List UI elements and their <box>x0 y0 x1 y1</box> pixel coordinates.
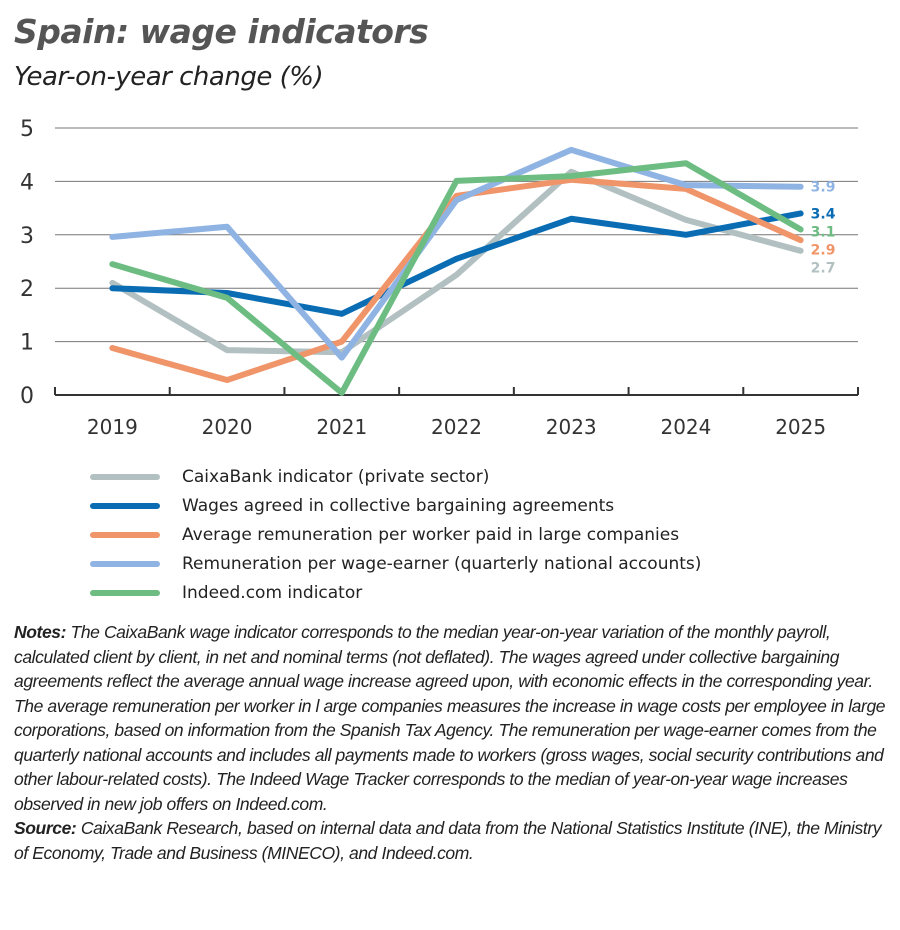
y-tick-label: 5 <box>20 117 34 142</box>
notes-label: Notes: <box>14 622 67 642</box>
end-data-label: 2.9 <box>811 242 836 258</box>
legend-label: Average remuneration per worker paid in … <box>182 524 680 545</box>
y-tick-label: 1 <box>20 331 34 356</box>
end-data-label: 3.4 <box>811 206 836 222</box>
legend-item: Average remuneration per worker paid in … <box>90 520 701 549</box>
y-tick-label: 2 <box>20 277 34 302</box>
series-line-3 <box>109 176 804 384</box>
chart-title: Spain: wage indicators <box>14 12 429 51</box>
legend-item: Wages agreed in collective bargaining ag… <box>90 491 701 520</box>
legend-item: CaixaBank indicator (private sector) <box>90 462 701 491</box>
x-tick-label: 2022 <box>431 415 482 439</box>
legend-label: Wages agreed in collective bargaining ag… <box>182 495 615 516</box>
legend-item: Remuneration per wage-earner (quarterly … <box>90 549 701 578</box>
legend-swatch <box>90 560 160 567</box>
end-data-label: 3.9 <box>811 180 836 196</box>
legend-label: CaixaBank indicator (private sector) <box>182 466 490 487</box>
end-data-label: 2.7 <box>811 260 836 276</box>
x-tick-label: 2019 <box>87 415 138 439</box>
legend-swatch <box>90 473 160 480</box>
notes: Notes: The CaixaBank wage indicator corr… <box>14 620 894 865</box>
legend-swatch <box>90 589 160 596</box>
end-data-label: 3.1 <box>811 224 836 240</box>
line-chart: 0 1 2 3 4 5 2019 2020 2021 2022 2023 2024 2025 2.7 3.4… <box>20 117 859 439</box>
x-tick-label: 2023 <box>546 415 597 439</box>
legend-swatch <box>90 502 160 509</box>
chart-subtitle: Year-on-year change (%) <box>14 62 324 92</box>
x-tick-label: 2024 <box>660 415 711 439</box>
x-tick-label: 2020 <box>202 415 253 439</box>
source-label: Source: <box>14 818 77 838</box>
y-tick-label: 3 <box>20 224 34 249</box>
legend-label: Indeed.com indicator <box>182 582 363 603</box>
y-tick-label: 4 <box>20 170 34 195</box>
x-tick-label: 2025 <box>775 415 826 439</box>
y-tick-label: 0 <box>20 384 34 409</box>
legend-label: Remuneration per wage-earner (quarterly … <box>182 553 702 574</box>
notes-text: The CaixaBank wage indicator corresponds… <box>14 622 886 814</box>
legend-item: Indeed.com indicator <box>90 578 701 607</box>
legend: CaixaBank indicator (private sector) Wage… <box>90 462 701 607</box>
x-tick-label: 2021 <box>316 415 367 439</box>
source-text: CaixaBank Research, based on internal da… <box>14 818 882 863</box>
legend-swatch <box>90 531 160 538</box>
